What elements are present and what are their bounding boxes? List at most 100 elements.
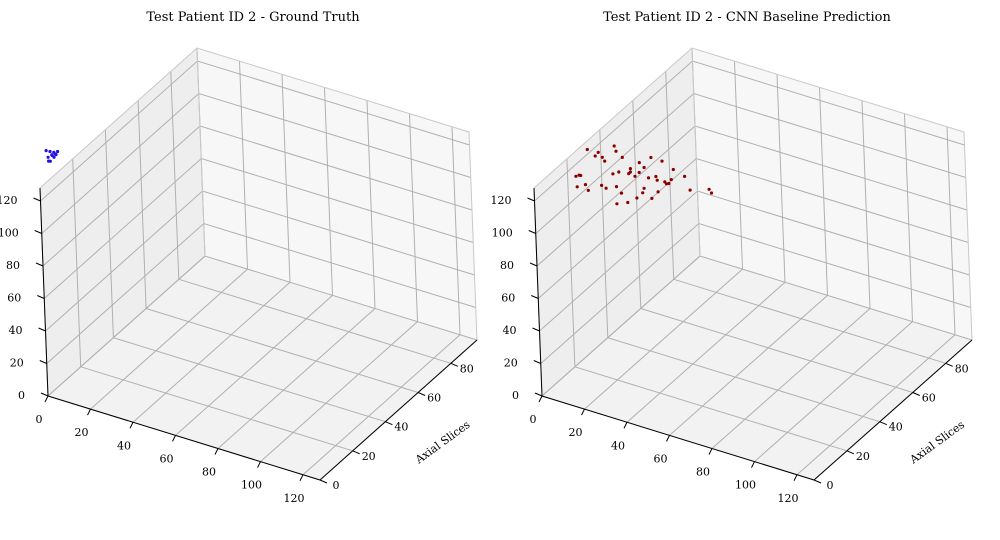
data-point [667,181,671,186]
z-tick-label: 40 [9,324,23,337]
data-point [56,149,60,154]
z-tick [534,392,543,397]
z-tick-label: 60 [7,292,21,305]
y-tick [846,450,855,455]
x-tick-label: 100 [241,479,262,492]
data-point [654,174,658,179]
data-point [600,155,604,159]
x-tick [751,461,755,468]
data-point [619,191,624,195]
x-tick [87,408,91,416]
x-tick [708,448,713,455]
z-tick [528,230,536,234]
chart-title: Test Patient ID 2 - Ground Truth [146,10,360,25]
z-tick [33,197,41,202]
pane-edge [196,47,206,257]
data-points [44,149,60,163]
data-point [614,149,618,153]
data-point [656,190,660,194]
z-tick [34,230,42,234]
x-tick [257,461,261,468]
z-tick-label: 20 [10,357,24,370]
data-point [54,153,58,157]
y-axis-label: Axial Slices [412,418,473,467]
x-axis-line [541,395,815,481]
data-point [669,178,673,182]
x-tick [623,422,628,429]
z-tick [529,262,538,267]
z-tick-label: 40 [503,324,517,337]
x-tick [581,408,585,416]
data-point [707,187,711,191]
z-tick [35,262,44,267]
data-point [586,188,590,192]
x-tick-label: 0 [36,413,43,426]
data-point [637,161,641,165]
data-point [664,182,669,186]
data-point [46,155,50,159]
x-tick-label: 80 [696,466,710,479]
x-tick-label: 0 [530,413,537,426]
data-point [620,155,624,159]
x-tick-label: 20 [569,426,583,439]
z-tick-label: 80 [6,259,20,272]
z-tick [37,295,45,299]
data-point [614,185,619,189]
data-point [646,176,651,180]
x-tick [129,422,134,429]
y-tick-label: 0 [827,479,834,492]
data-point [579,173,583,178]
data-point [627,172,631,176]
data-point [688,188,692,192]
y-tick-label: 80 [955,362,969,375]
y-tick [352,450,360,455]
grid-layer [39,47,478,481]
data-point [48,149,52,154]
side-pane [40,48,205,396]
z-tick [531,295,539,299]
data-point [615,202,619,206]
x-tick-label: 60 [654,452,668,465]
z-tick [527,197,535,202]
z-tick [38,327,46,332]
floor-pane [48,256,477,480]
chart-title: Test Patient ID 2 - CNN Baseline Predict… [603,10,891,25]
z-tick-label: 60 [501,292,515,305]
data-point [44,149,48,153]
x-tick [44,395,49,403]
data-point [596,150,600,154]
x-tick-label: 80 [202,466,216,479]
data-point [48,159,52,163]
data-point [626,200,630,205]
z-tick-label: 100 [0,227,19,240]
data-point [52,155,56,159]
data-point [617,170,621,174]
y-tick [450,362,459,367]
data-point [628,167,633,171]
z-tick-label: 100 [492,227,513,240]
y-tick-label: 0 [333,479,340,492]
data-point [642,186,646,190]
x-tick [172,435,176,442]
data-point [574,174,578,178]
data-point [671,167,675,172]
cnn-prediction-3d-scatter: Test Patient ID 2 - CNN Baseline Predict… [491,10,973,505]
y-tick [879,421,888,426]
x-tick-label: 40 [117,439,131,452]
data-point [583,183,588,187]
y-tick [912,392,920,396]
x-tick [793,474,798,481]
data-point [604,186,608,190]
x-tick [666,435,670,442]
data-point [660,159,664,163]
data-point [642,165,646,170]
data-point [635,196,639,200]
z-axis-line [533,187,543,397]
side-pane [534,48,700,396]
z-tick [532,327,540,332]
y-tick-label: 40 [889,421,903,434]
x-tick-label: 20 [75,426,89,439]
x-tick-label: 60 [160,452,174,465]
pane-edge [691,47,701,257]
